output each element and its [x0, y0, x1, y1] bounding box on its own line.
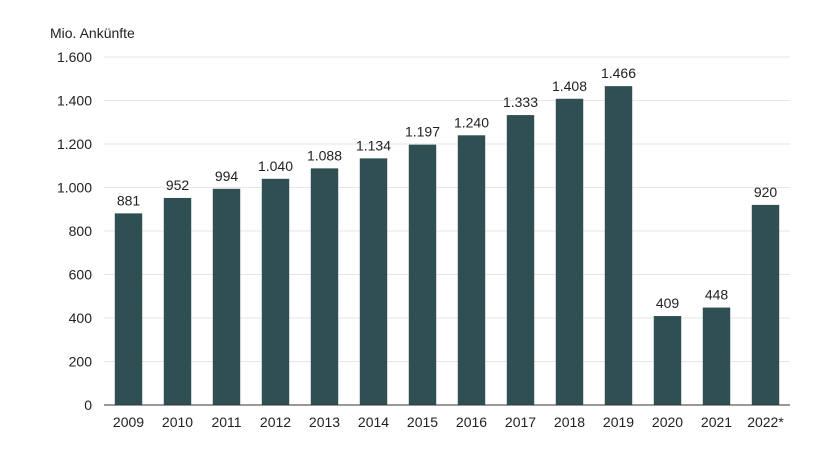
- gridlines: [104, 56, 790, 362]
- bar: [653, 316, 682, 405]
- bar-value-label: 1.197: [405, 124, 440, 140]
- x-tick-label: 2013: [309, 414, 340, 430]
- bar: [261, 178, 290, 405]
- bar-value-label: 881: [117, 192, 141, 208]
- bar: [506, 115, 535, 405]
- x-tick-label: 2018: [554, 414, 585, 430]
- y-tick-label: 600: [69, 267, 93, 283]
- y-tick-label: 0: [84, 397, 92, 413]
- y-tick-label: 1.600: [57, 49, 92, 65]
- bar-value-label: 920: [754, 184, 778, 200]
- bar-value-label: 952: [166, 177, 190, 193]
- bar: [163, 197, 192, 405]
- y-tick-label: 800: [69, 223, 93, 239]
- bar: [751, 204, 780, 405]
- bars: [114, 86, 780, 406]
- bar-value-label: 1.333: [503, 94, 538, 110]
- y-axis-unit-label: Mio. Ankünfte: [50, 25, 135, 41]
- bar: [114, 213, 143, 405]
- x-tick-label: 2021: [701, 414, 732, 430]
- y-tick-label: 200: [69, 354, 93, 370]
- bar-value-label: 448: [705, 287, 729, 303]
- bar-value-label: 994: [215, 168, 239, 184]
- x-tick-label: 2020: [652, 414, 683, 430]
- bar-value-label: 1.466: [601, 65, 636, 81]
- bar: [359, 158, 388, 405]
- x-tick-label: 2009: [113, 414, 144, 430]
- y-axis-ticks: 0 200 400 600 800 1.000 1.200 1.400 1.600: [57, 49, 92, 413]
- x-tick-label: 2012: [260, 414, 291, 430]
- y-tick-label: 1.400: [57, 93, 92, 109]
- x-tick-label: 2014: [358, 414, 389, 430]
- bar: [212, 188, 241, 405]
- x-tick-label: 2017: [505, 414, 536, 430]
- bar: [310, 168, 339, 405]
- x-tick-label: 2011: [211, 414, 241, 430]
- bar-value-label: 1.240: [454, 114, 489, 130]
- y-tick-label: 1.000: [57, 180, 92, 196]
- x-tick-label: 2022*: [747, 414, 784, 430]
- x-tick-label: 2015: [407, 414, 438, 430]
- bar: [555, 98, 584, 405]
- bar-value-label: 1.088: [307, 147, 342, 163]
- bar: [702, 307, 731, 405]
- bar-value-label: 409: [656, 295, 680, 311]
- bar: [457, 135, 486, 406]
- bar-value-label: 1.040: [258, 158, 293, 174]
- x-tick-label: 2019: [603, 414, 634, 430]
- y-tick-label: 1.200: [57, 136, 92, 152]
- x-tick-label: 2016: [456, 414, 487, 430]
- bar-value-label: 1.134: [356, 137, 391, 153]
- y-tick-label: 400: [69, 310, 93, 326]
- bar-value-label: 1.408: [552, 78, 587, 94]
- value-labels: 881 952 994 1.040 1.088 1.134 1.197 1.240 1.333 1…: [117, 65, 778, 311]
- x-tick-label: 2010: [162, 414, 193, 430]
- bar: [408, 144, 437, 405]
- bar: [604, 86, 633, 406]
- x-axis-ticks: 2009 2010 2011 2012 2013 2014 2015 2016 2017 2018…: [113, 414, 784, 430]
